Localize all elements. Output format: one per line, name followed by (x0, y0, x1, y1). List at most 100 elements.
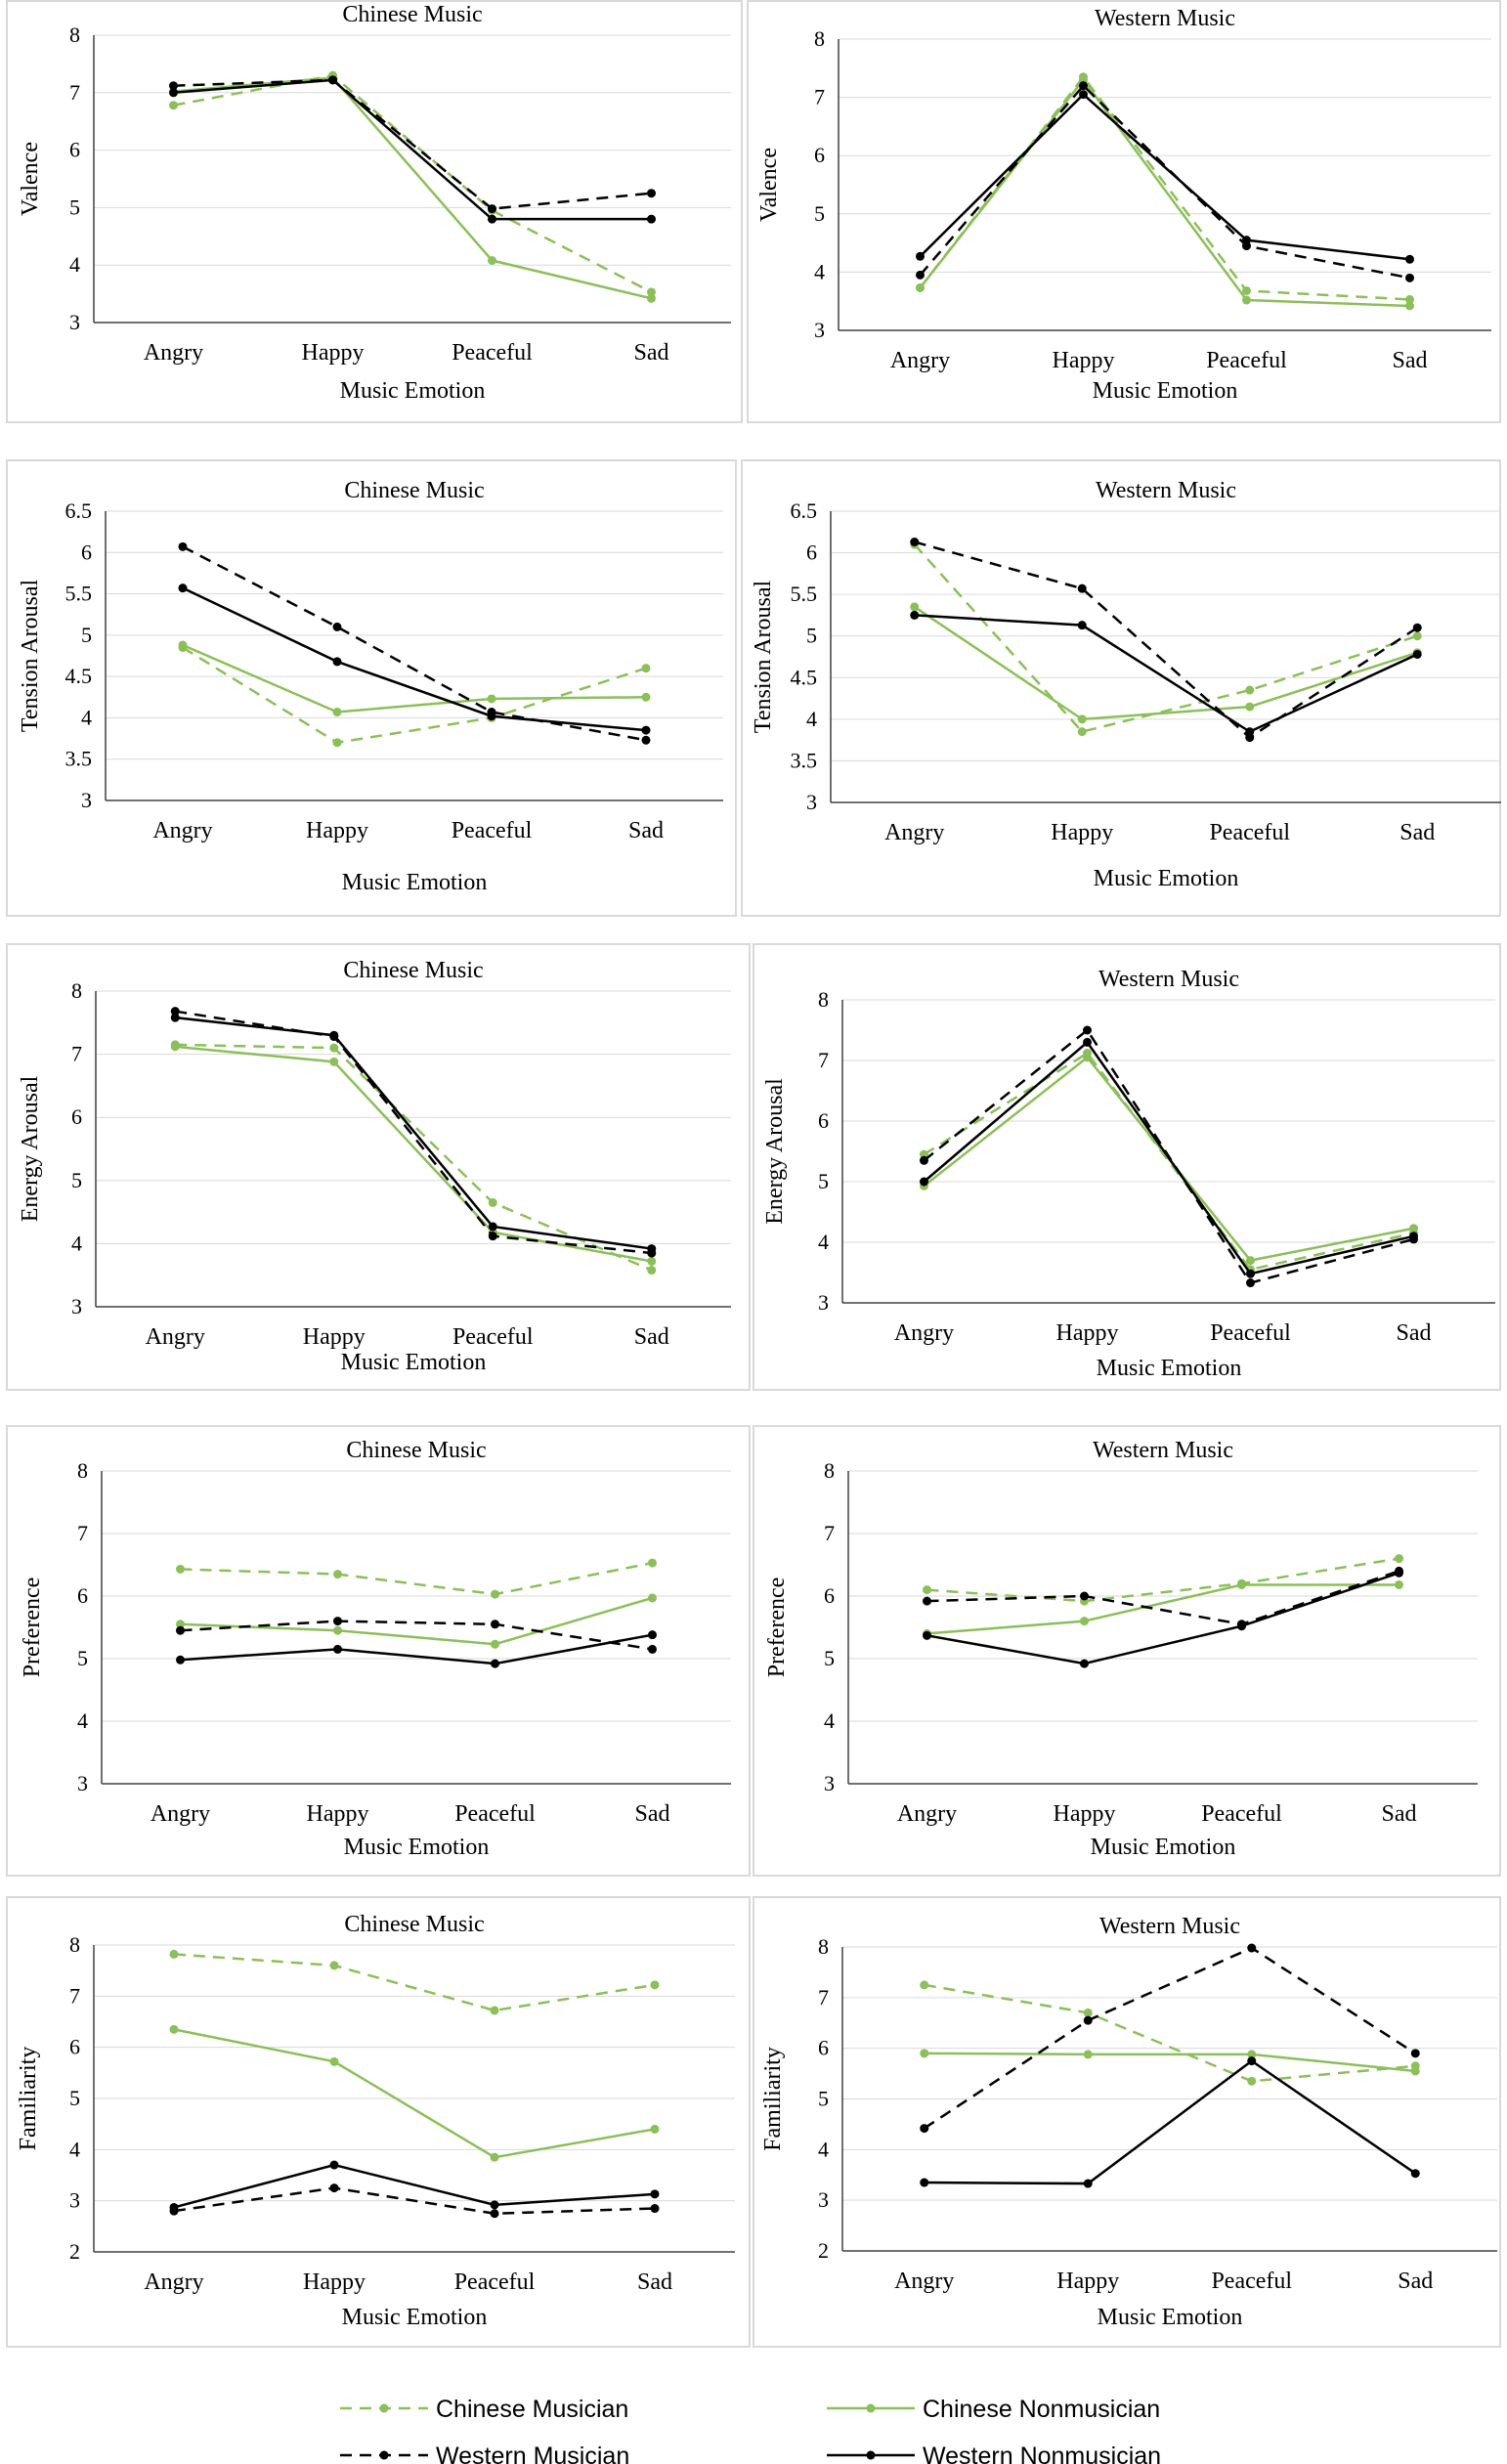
chart-title: Chinese Music (343, 958, 483, 983)
data-point-wn (329, 2160, 339, 2170)
y-axis-label: Preference (764, 1578, 790, 1678)
chart-panel: 3 4 5 6 7 8 Angry Happy Peaceful Sad Western Music… (747, 0, 1501, 423)
data-point-wn (920, 1177, 928, 1187)
chart-panel: 3 4 5 6 7 8 Angry Happy Peaceful Sad Western Music… (753, 943, 1501, 1391)
data-point-wn (647, 214, 656, 224)
series-line-wm (926, 1570, 1399, 1626)
x-category-label: Happy (1051, 820, 1113, 845)
data-point-wn (178, 584, 188, 593)
y-tick-label: 6 (81, 540, 92, 564)
x-category-label: Sad (1398, 2269, 1433, 2294)
data-point-wn (1077, 621, 1087, 630)
data-point-cm (1395, 1554, 1403, 1564)
y-tick-label: 4 (814, 259, 825, 283)
x-axis-label: Music Emotion (1094, 866, 1239, 891)
chart-svg: 3 4 5 6 7 8 Angry Happy Peaceful Sad Chinese Music… (20, 1438, 731, 1860)
series-line-wm (182, 545, 647, 742)
x-category-label: Peaceful (454, 2269, 536, 2295)
data-point-wm (488, 204, 496, 214)
chart-title: Chinese Music (342, 2, 482, 27)
series-line-cm (923, 1051, 1414, 1272)
data-point-cn (170, 1042, 180, 1052)
data-point-cm (333, 1570, 342, 1579)
y-tick-label: 5 (69, 195, 80, 219)
legend: Chinese Musician Chinese Nonmusician Wes… (0, 2356, 1507, 2464)
series-line-wn (182, 586, 647, 732)
data-point-wm (333, 1617, 342, 1626)
data-point-wm (650, 2204, 660, 2214)
data-point-wn (176, 1655, 185, 1664)
y-tick-label: 6 (814, 143, 825, 167)
legend-item-western-nonmusician: Western Nonmusician (827, 2442, 1161, 2464)
data-point-cm (329, 1043, 339, 1053)
x-category-label: Sad (1399, 820, 1435, 845)
x-category-label: Happy (302, 340, 365, 366)
legend-item-western-musician: Western Musician (340, 2442, 629, 2464)
series-line-wn (173, 78, 652, 221)
data-point-cm (1245, 685, 1255, 695)
x-category-label: Happy (1056, 1320, 1119, 1346)
data-point-cn (1083, 2050, 1093, 2059)
x-category-label: Happy (307, 1801, 369, 1827)
y-axis-label: Tension Arousal (751, 581, 776, 734)
series-line-cn (919, 77, 1410, 308)
y-tick-label: 3 (824, 1771, 835, 1795)
data-point-cm (332, 738, 342, 748)
chart-panel: 3 4 5 6 7 8 Angry Happy Peaceful Sad Western Music… (753, 1425, 1501, 1877)
chart-svg: 3 3.5 4 4.5 5 5.5 6 6.5 Angry Happy Peaceful Sad Chi… (18, 478, 723, 895)
series-line-wm (173, 78, 652, 210)
series-line-wm (914, 540, 1418, 740)
x-category-label: Angry (894, 1320, 954, 1346)
x-category-label: Happy (1056, 2269, 1119, 2294)
data-point-wm (1410, 2049, 1420, 2058)
data-point-wm (1405, 273, 1414, 282)
chart-panel: 3 3.5 4 4.5 5 5.5 6 6.5 Angry Happy Peaceful Sad Wes… (741, 459, 1501, 917)
y-tick-label: 8 (824, 1458, 835, 1483)
data-point-wm (648, 1644, 657, 1654)
series-line-cm (919, 74, 1410, 301)
y-axis-label: Preference (20, 1578, 45, 1678)
y-axis-label: Energy Arousal (18, 1075, 43, 1222)
chart-panel: 3 4 5 6 7 8 Angry Happy Peaceful Sad Chinese Music… (6, 0, 743, 423)
x-axis-label: Music Emotion (340, 378, 486, 404)
x-category-label: Sad (1382, 1801, 1417, 1827)
data-point-cm (650, 1980, 660, 1990)
data-point-wm (332, 622, 342, 631)
data-point-cm (923, 1585, 931, 1595)
data-point-wn (491, 1659, 499, 1668)
data-point-wm (176, 1625, 185, 1635)
data-point-cm (1077, 727, 1087, 737)
data-point-wn (488, 214, 496, 224)
y-axis-label: Tension Arousal (18, 580, 43, 733)
y-tick-label: 8 (77, 1458, 88, 1483)
data-point-cm (920, 1149, 928, 1159)
y-tick-label: 3 (81, 788, 92, 812)
data-point-wm (490, 2209, 499, 2219)
series-line-wm (173, 2186, 656, 2216)
y-tick-label: 3.5 (65, 747, 93, 771)
chart-svg: 3 4 5 6 7 8 Angry Happy Peaceful Sad Western Music… (764, 1438, 1478, 1860)
legend-label-western-musician: Western Musician (436, 2442, 629, 2464)
data-point-wn (333, 1644, 342, 1654)
series-line-cm (180, 1561, 653, 1596)
series-line-cm (924, 1983, 1416, 2083)
data-point-wn (923, 1630, 931, 1640)
data-point-cm (169, 101, 178, 110)
y-tick-label: 4 (818, 2137, 829, 2161)
chart-title: Western Music (1095, 6, 1235, 31)
data-point-cm (488, 1197, 497, 1207)
x-category-label: Angry (144, 2269, 203, 2295)
data-point-cn (329, 2056, 339, 2066)
data-point-wn (488, 1222, 497, 1232)
chart-panel: 3 3.5 4 4.5 5 5.5 6 6.5 Angry Happy Peaceful Sad Chi… (6, 459, 737, 917)
data-point-cn (1247, 2050, 1257, 2059)
data-point-cn (1245, 702, 1255, 712)
data-point-wn (641, 725, 651, 735)
y-tick-label: 5 (818, 2087, 829, 2111)
x-category-label: Angry (897, 1801, 957, 1827)
data-point-wm (1083, 2015, 1093, 2025)
data-point-cn (650, 2124, 660, 2134)
chart-svg: 3 4 5 6 7 8 Angry Happy Peaceful Sad Chinese Music… (18, 2, 731, 404)
y-axis-label: Familiarity (760, 2047, 786, 2151)
x-category-label: Happy (303, 2269, 366, 2295)
